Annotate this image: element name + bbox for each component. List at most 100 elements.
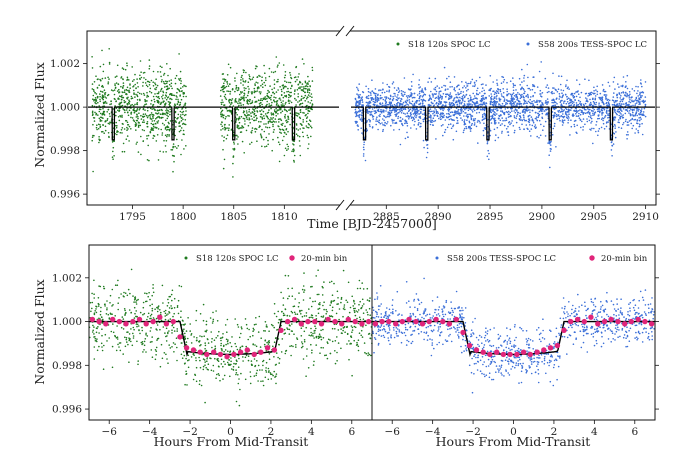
data-point xyxy=(178,104,181,106)
data-point xyxy=(307,112,309,115)
data-point xyxy=(266,115,269,118)
data-point xyxy=(146,318,148,321)
data-point xyxy=(277,321,280,324)
data-point xyxy=(156,134,159,136)
data-point xyxy=(162,74,165,76)
data-point xyxy=(503,124,506,127)
data-point xyxy=(183,148,185,150)
data-point xyxy=(445,96,447,98)
data-point xyxy=(229,93,231,95)
data-point xyxy=(235,118,238,120)
data-point xyxy=(411,92,413,95)
data-point xyxy=(92,98,94,100)
data-point xyxy=(281,139,284,142)
data-point xyxy=(470,116,472,118)
data-point xyxy=(221,115,224,117)
data-point xyxy=(273,109,276,111)
data-point xyxy=(551,101,553,104)
data-point xyxy=(161,79,163,81)
data-point xyxy=(593,86,595,89)
data-point xyxy=(297,93,300,95)
data-point xyxy=(138,112,140,114)
data-point xyxy=(99,313,102,316)
data-point xyxy=(539,89,542,92)
data-point xyxy=(578,83,581,86)
data-point xyxy=(460,97,463,100)
data-point xyxy=(126,102,129,105)
data-point xyxy=(91,139,93,142)
data-point xyxy=(530,135,532,137)
data-point xyxy=(447,110,450,112)
data-point xyxy=(178,79,181,81)
data-point xyxy=(462,97,464,99)
data-point xyxy=(582,129,584,131)
data-point xyxy=(284,132,286,134)
data-point xyxy=(505,101,507,104)
top-series-1-points xyxy=(354,61,647,169)
data-point xyxy=(155,78,157,80)
data-point xyxy=(432,117,435,119)
data-point xyxy=(457,108,460,111)
data-point xyxy=(579,109,581,111)
data-point xyxy=(568,113,570,115)
data-point xyxy=(178,53,180,55)
data-point xyxy=(424,87,427,89)
data-point xyxy=(456,117,459,119)
data-point xyxy=(622,91,624,93)
data-point xyxy=(447,116,450,119)
data-point xyxy=(577,110,580,112)
data-point xyxy=(235,400,238,403)
data-point xyxy=(499,98,502,101)
data-point xyxy=(147,95,150,98)
data-point xyxy=(505,117,508,119)
data-point xyxy=(567,97,570,99)
data-point xyxy=(182,86,184,88)
data-point xyxy=(308,92,311,94)
data-point xyxy=(273,356,275,358)
data-point xyxy=(515,115,518,117)
data-point xyxy=(489,88,492,90)
data-point xyxy=(268,67,271,70)
data-point xyxy=(260,135,262,137)
data-point xyxy=(406,99,408,101)
data-point xyxy=(280,132,283,134)
data-point xyxy=(247,90,250,93)
data-point xyxy=(541,112,544,115)
data-point xyxy=(140,93,143,95)
data-point xyxy=(514,129,516,132)
data-point xyxy=(120,326,123,329)
data-point xyxy=(176,328,178,330)
data-point xyxy=(555,113,558,116)
data-point xyxy=(549,144,552,146)
data-point xyxy=(359,109,362,112)
data-point xyxy=(242,71,245,74)
data-point xyxy=(348,311,351,314)
data-point xyxy=(360,127,363,129)
data-point xyxy=(611,155,613,157)
data-point xyxy=(472,98,475,100)
data-point xyxy=(244,120,246,122)
data-point xyxy=(513,101,515,104)
data-point xyxy=(559,83,562,86)
data-point xyxy=(594,98,596,101)
data-point xyxy=(122,96,124,99)
data-point xyxy=(628,97,631,99)
data-point xyxy=(95,99,98,102)
data-point xyxy=(463,103,466,105)
data-point xyxy=(136,114,138,116)
data-point xyxy=(375,123,378,126)
data-point xyxy=(475,125,478,128)
data-point xyxy=(532,120,535,122)
data-point xyxy=(180,80,182,82)
data-point xyxy=(228,127,230,129)
data-point xyxy=(222,116,225,119)
data-point xyxy=(143,312,146,315)
data-point xyxy=(133,111,136,114)
data-point xyxy=(602,88,605,91)
data-point xyxy=(618,110,621,113)
data-point xyxy=(616,96,619,99)
data-point xyxy=(367,313,369,316)
data-point xyxy=(256,65,258,68)
data-point xyxy=(149,114,152,116)
data-point xyxy=(280,119,283,122)
